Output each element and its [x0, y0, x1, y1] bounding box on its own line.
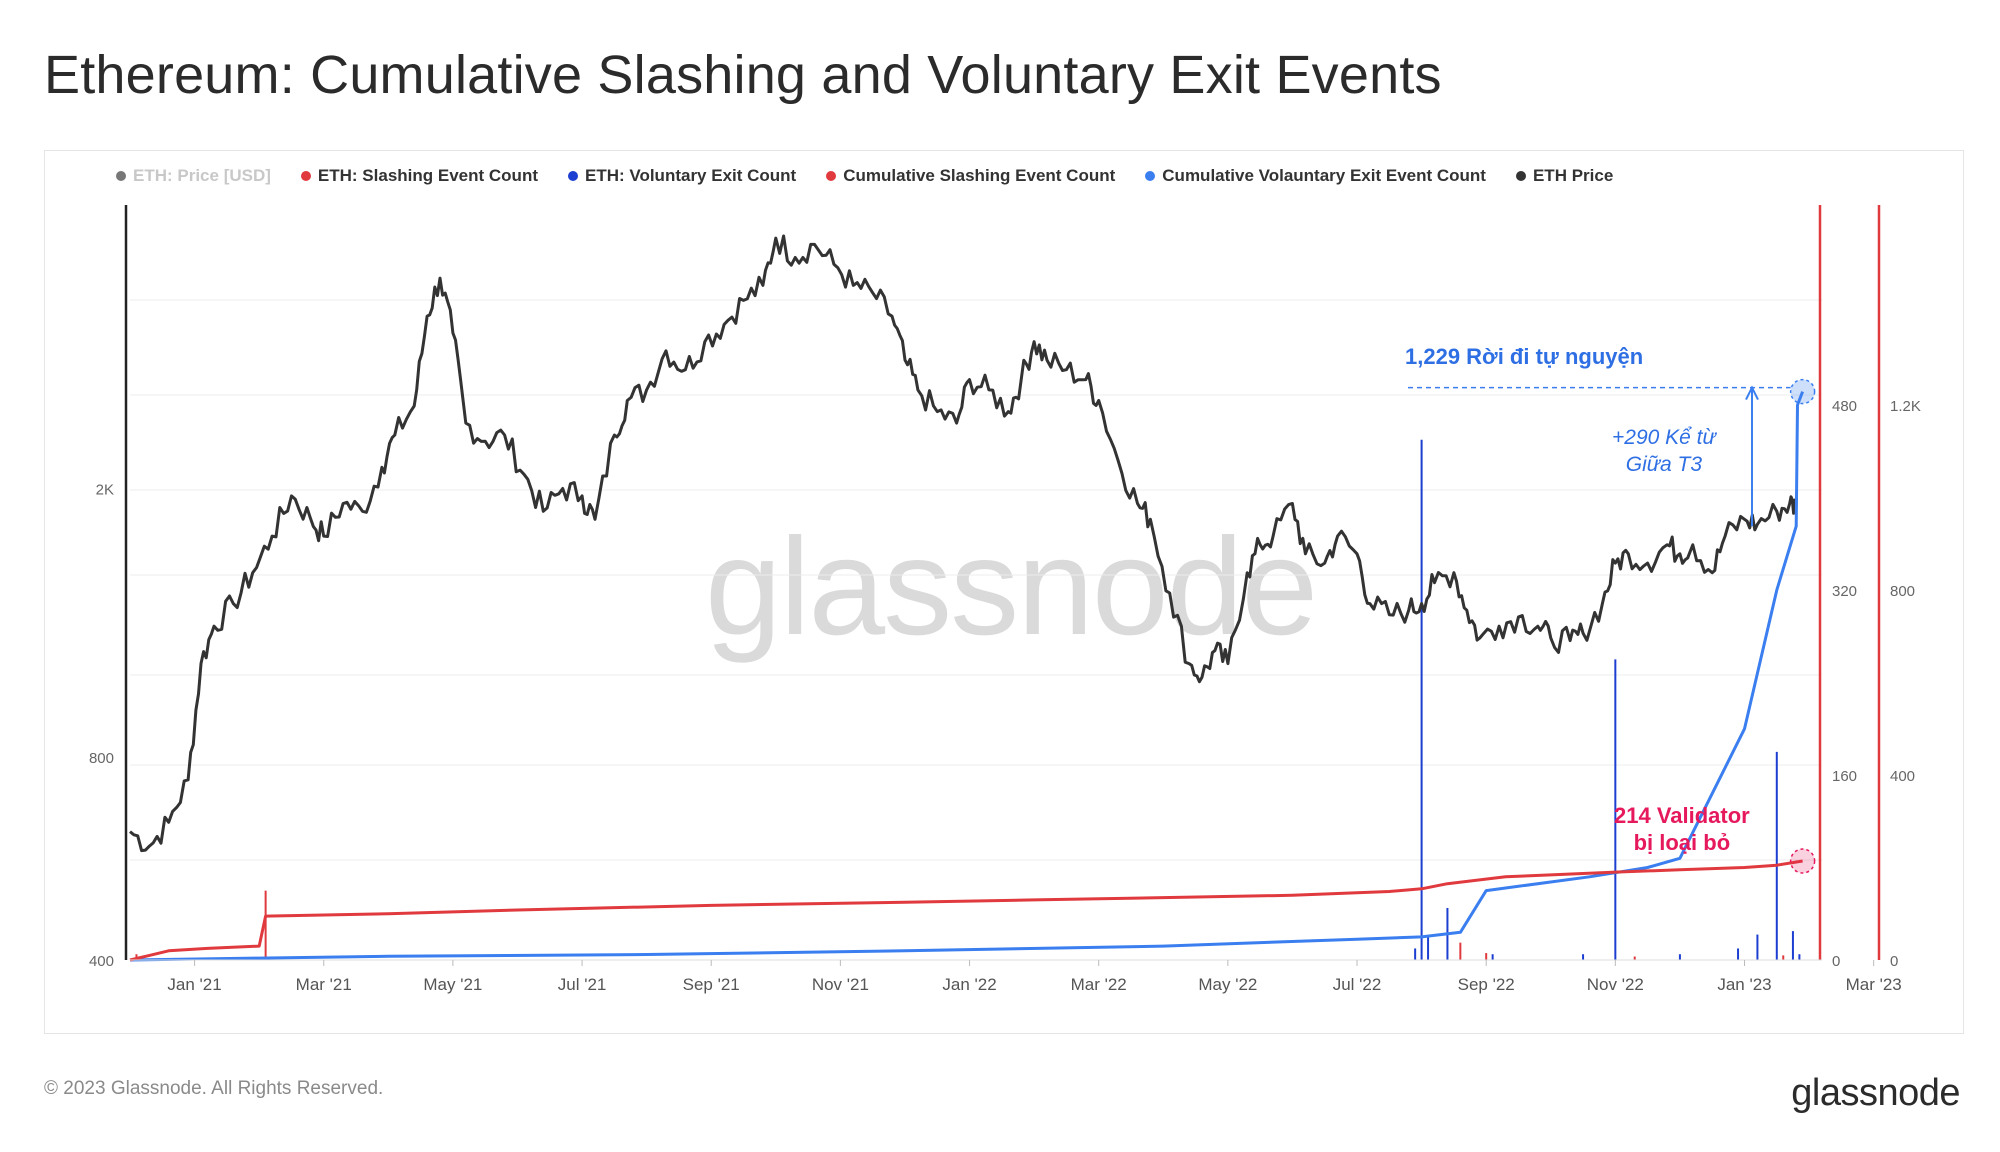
x-tick-label: Sep '21 [683, 975, 740, 994]
legend-label: ETH Price [1532, 166, 1614, 185]
legend-item-slashing-count[interactable]: ETH: Slashing Event Count [300, 166, 538, 186]
chart-legend: ETH: Price [USD] ETH: Slashing Event Cou… [116, 166, 1613, 186]
right-inner-tick-label: 320 [1832, 583, 1857, 600]
legend-item-voluntary-exit-count[interactable]: ETH: Voluntary Exit Count [567, 166, 797, 186]
x-tick-label: Jan '22 [942, 975, 996, 994]
annotation-slashed-line2: bị loại bỏ [1633, 830, 1731, 855]
right-inner-tick-label: 160 [1832, 768, 1857, 785]
legend-dot [567, 171, 578, 181]
legend-item-cumulative-exit[interactable]: Cumulative Volauntary Exit Event Count [1145, 166, 1486, 186]
brand-logo[interactable]: glassnode [1791, 1072, 1960, 1114]
chart-title: Ethereum: Cumulative Slashing and Volunt… [44, 45, 1442, 105]
left-tick-label: 400 [89, 953, 114, 970]
x-tick-label: May '22 [1198, 975, 1257, 994]
series-lines [129, 234, 1805, 962]
x-tick-label: Mar '22 [1071, 975, 1127, 994]
legend-label: ETH: Voluntary Exit Count [584, 166, 797, 185]
x-tick-label: Mar '23 [1846, 975, 1902, 994]
left-tick-label: 800 [89, 750, 114, 767]
legend-item-eth-price-usd[interactable]: ETH: Price [USD] [116, 166, 271, 186]
x-tick-label: Nov '21 [812, 975, 869, 994]
grid-lines [130, 299, 1822, 861]
legend-dot [826, 171, 837, 181]
slash-end-marker [1789, 848, 1816, 874]
annotation-exit-total: 1,229 Rời đi tự nguyện [1405, 344, 1644, 369]
legend-item-eth-price[interactable]: ETH Price [1515, 166, 1614, 186]
legend-label: ETH: Slashing Event Count [317, 166, 538, 185]
legend-label: Cumulative Slashing Event Count [843, 166, 1116, 185]
axes: 400 800 2K 0 160 320 480 0 400 800 1.2K Jan '21 Mar … [89, 205, 1921, 994]
right-outer-tick-label: 1.2K [1890, 398, 1921, 415]
right-inner-tick-label: 480 [1832, 398, 1857, 415]
chart-panel [44, 150, 1964, 1034]
legend-label: ETH: Price [USD] [133, 166, 271, 185]
legend-dot [1145, 171, 1156, 181]
x-tick-label: Mar '21 [296, 975, 352, 994]
x-tick-label: Jan '23 [1717, 975, 1771, 994]
exit-arrow-head [1745, 385, 1759, 401]
legend-label: Cumulative Volauntary Exit Event Count [1162, 166, 1486, 185]
legend-dot [116, 171, 126, 181]
right-outer-tick-label: 0 [1890, 953, 1898, 970]
annotation-slashed: 214 Validator bị loại bỏ [1614, 802, 1750, 856]
cumulative-slashing-line [129, 859, 1803, 962]
right-outer-tick-label: 400 [1890, 768, 1915, 785]
watermark-logo: glassnode [705, 510, 1318, 664]
annotation-marks [1408, 378, 1816, 874]
x-tick-label: Nov '22 [1587, 975, 1644, 994]
annotation-slashed-line1: 214 Validator [1614, 803, 1750, 828]
right-inner-tick-label: 0 [1832, 953, 1840, 970]
annotation-exit-since-line2: Giữa T3 [1625, 453, 1703, 476]
x-tick-label: Jan '21 [167, 975, 221, 994]
legend-dot [300, 171, 311, 181]
legend-item-cumulative-slashing[interactable]: Cumulative Slashing Event Count [826, 166, 1115, 186]
x-tick-label: Jul '22 [1333, 975, 1382, 994]
copyright-footer: © 2023 Glassnode. All Rights Reserved. [44, 1078, 384, 1099]
event-bars [135, 439, 1801, 960]
annotation-exit-since-line1: +290 Kể từ [1612, 426, 1716, 449]
exit-end-marker [1789, 378, 1816, 405]
x-tick-label: Jul '21 [558, 975, 607, 994]
annotation-exit-since: +290 Kể từ Giữa T3 [1612, 424, 1716, 478]
right-outer-tick-label: 800 [1890, 583, 1915, 600]
eth-price-line [129, 234, 1798, 853]
x-tick-label: May '21 [423, 975, 482, 994]
cumulative-exit-line [129, 391, 1805, 962]
x-tick-label: Sep '22 [1458, 975, 1515, 994]
left-tick-label: 2K [96, 481, 114, 498]
legend-dot [1515, 171, 1526, 181]
